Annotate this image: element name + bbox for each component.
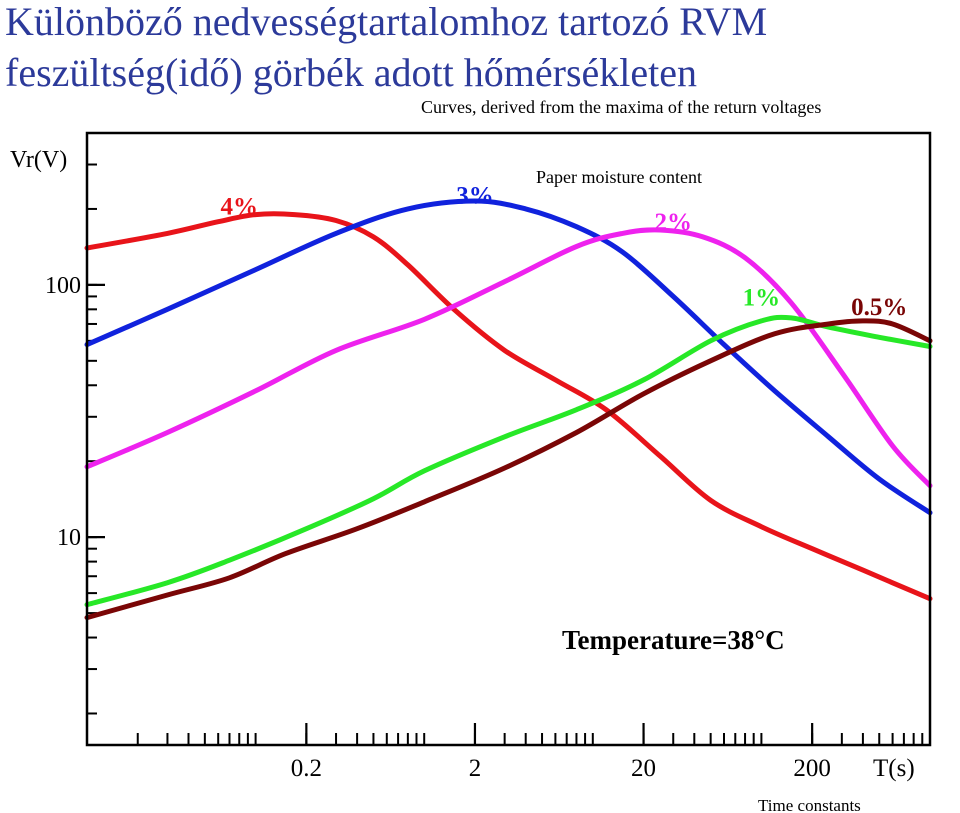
series-line-4pct: [84, 211, 933, 602]
x-tick-label: 200: [793, 755, 831, 782]
y-tick-label: 10: [57, 525, 81, 551]
series-label-4pct: 4%: [221, 194, 259, 221]
y-axis-label: Vr(V): [10, 147, 67, 173]
x-axis-label: T(s): [873, 755, 915, 782]
series-label-1pct: 1%: [743, 284, 781, 311]
chart-title-line-2: feszültség(idő) görbék adott hőmérséklet…: [5, 50, 697, 95]
series-line-2pct: [84, 227, 933, 489]
x-tick-label: 0.2: [291, 755, 322, 782]
series-label-0p5pct: 0.5%: [851, 294, 907, 321]
chart-title-line-1: Különböző nedvességtartalomhoz tartozó R…: [5, 0, 768, 44]
temperature-annotation: Temperature=38°C: [562, 625, 785, 655]
chart-subtitle: Curves, derived from the maxima of the r…: [421, 97, 822, 117]
tick-marks: [87, 163, 924, 745]
series-line-3pct: [84, 198, 933, 516]
x-tick-label: 20: [631, 755, 656, 782]
x-axis-note: Time constants: [758, 796, 861, 813]
x-tick-label: 2: [469, 755, 482, 782]
series-label-2pct: 2%: [654, 209, 692, 236]
plot-frame: [85, 131, 932, 747]
series-line-1pct: [84, 314, 933, 608]
series-label-3pct: 3%: [456, 183, 494, 210]
series-labels: 0.2 2 20 200 10 100 4% 3% 2% 1% 0.5%: [45, 183, 907, 782]
series-line-0p5pct: [84, 318, 933, 621]
series-lines: [84, 198, 933, 621]
legend-title: Paper moisture content: [536, 167, 702, 187]
y-tick-label: 100: [45, 273, 81, 299]
